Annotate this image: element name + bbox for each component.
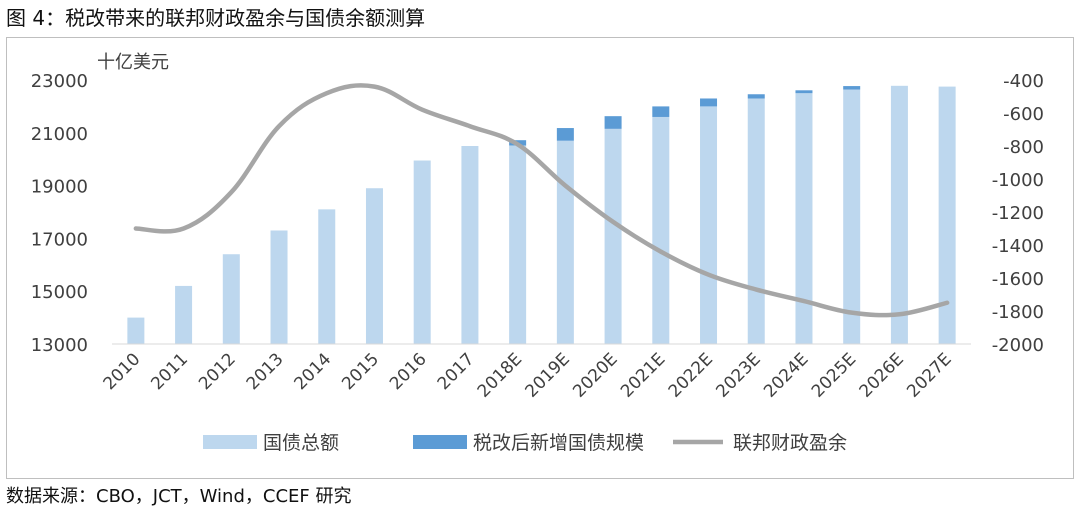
bar-total-2019E xyxy=(556,140,574,344)
x-tick-label: 2027E xyxy=(903,349,955,401)
bar-added-2020E xyxy=(604,116,622,129)
bar-added-2024E xyxy=(795,90,813,94)
bar-added-2019E xyxy=(556,128,574,141)
x-tick-label: 2010 xyxy=(100,349,145,394)
legend-line-label: 联邦财政盈余 xyxy=(733,432,847,454)
legend-line: 联邦财政盈余 xyxy=(673,432,847,454)
x-tick-label: 2024E xyxy=(760,349,812,401)
legend-added-label: 税改后新增国债规模 xyxy=(473,432,644,454)
x-tick-label: 2026E xyxy=(856,349,908,401)
x-tick-label: 2016 xyxy=(386,349,431,394)
y-left-label: 十亿美元 xyxy=(97,52,169,73)
y-right-tick: -1000 xyxy=(992,170,1044,191)
bar-total-2021E xyxy=(652,116,670,345)
bar-total-2020E xyxy=(604,128,622,344)
y-right-tick: -1600 xyxy=(992,269,1044,290)
bar-total-2025E xyxy=(843,89,861,344)
y-left-tick: 19000 xyxy=(31,177,88,198)
bar-total-2015 xyxy=(365,188,383,344)
x-tick-label: 2017 xyxy=(434,349,479,394)
chart: 13000 15000 17000 19000 21000 23000 十亿美元 -2000 -… xyxy=(31,52,1044,454)
bar-total-2026E xyxy=(890,85,908,345)
bar-total-2012 xyxy=(222,254,240,344)
figure-title: 图 4：税改带来的联邦财政盈余与国债余额测算 xyxy=(6,6,426,30)
x-tick-label: 2019E xyxy=(522,349,574,401)
x-tick-label: 2015 xyxy=(338,349,383,394)
y-left-tick: 21000 xyxy=(31,124,88,145)
legend-total: 国债总额 xyxy=(203,432,339,454)
x-tick-label: 2022E xyxy=(665,349,717,401)
bar-total-2011 xyxy=(175,285,193,344)
bar-total-2010 xyxy=(127,317,145,344)
y-left-tick: 17000 xyxy=(31,229,88,250)
x-tick-label: 2023E xyxy=(712,349,764,401)
bar-total-2016 xyxy=(413,160,431,344)
bar-added-2025E xyxy=(843,86,861,90)
legend-added: 税改后新增国债规模 xyxy=(413,432,644,454)
source-note: 数据来源：CBO，JCT，Wind，CCEF 研究 xyxy=(6,486,352,507)
y-right-tick: -400 xyxy=(1003,71,1044,92)
bar-total-2022E xyxy=(700,106,718,345)
legend-total-swatch xyxy=(203,435,257,449)
y-right-tick: -600 xyxy=(1003,104,1044,125)
x-tick-label: 2020E xyxy=(569,349,621,401)
x-tick-label: 2014 xyxy=(291,349,336,394)
y-left-tick: 13000 xyxy=(31,335,88,356)
bar-added-2022E xyxy=(700,98,718,107)
y-right-tick: -1400 xyxy=(992,236,1044,257)
y-left-tick: 15000 xyxy=(31,282,88,303)
x-tick-label: 2011 xyxy=(147,349,192,394)
x-tick-label: 2013 xyxy=(243,349,288,394)
legend-added-swatch xyxy=(413,435,467,449)
bar-added-2021E xyxy=(652,106,670,117)
line-fiscal-balance xyxy=(133,83,950,318)
bar-added-2023E xyxy=(747,94,765,99)
y-left-tick: 23000 xyxy=(31,71,88,92)
x-tick-label: 2021E xyxy=(617,349,669,401)
y-right-tick: -2000 xyxy=(992,335,1044,356)
bar-total-2013 xyxy=(270,230,288,344)
y-right-tick: -800 xyxy=(1003,137,1044,158)
legend-total-label: 国债总额 xyxy=(263,432,339,454)
bar-total-2017 xyxy=(461,146,479,344)
y-right-tick: -1800 xyxy=(992,302,1044,323)
bar-total-2014 xyxy=(318,209,336,344)
bar-total-2024E xyxy=(795,93,813,344)
x-tick-label: 2012 xyxy=(195,349,240,394)
bar-total-2027E xyxy=(938,86,956,344)
bar-total-2018E xyxy=(509,145,527,344)
x-tick-label: 2018E xyxy=(474,349,526,401)
bar-total-2023E xyxy=(747,98,765,344)
y-right-tick: -1200 xyxy=(992,203,1044,224)
x-tick-label: 2025E xyxy=(808,349,860,401)
chart-frame: 13000 15000 17000 19000 21000 23000 十亿美元 -2000 -… xyxy=(6,37,1074,479)
